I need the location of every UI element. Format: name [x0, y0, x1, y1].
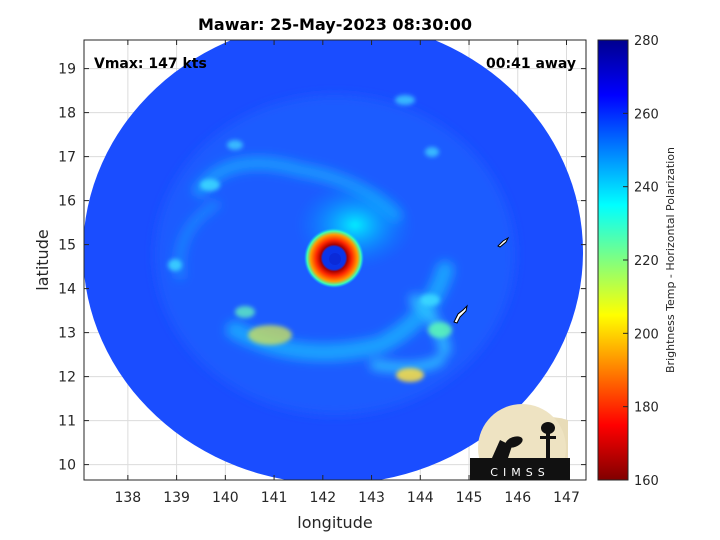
island-rota: [497, 236, 510, 248]
eye: [329, 253, 341, 265]
time-away-annotation: 00:41 away: [486, 56, 576, 72]
y-tick-label: 12: [58, 370, 76, 386]
colorbar-tick-label: 260: [634, 107, 659, 122]
y-ticks: 10 11 12 13 14 15 16 17 18 19: [58, 62, 586, 474]
x-tick-label: 140: [212, 490, 239, 506]
vmax-annotation: Vmax: 147 kts: [94, 56, 207, 72]
y-tick-label: 13: [58, 326, 76, 342]
x-tick-label: 141: [261, 490, 288, 506]
logo-text: CIMSS: [490, 466, 549, 479]
colorbar-label: Brightness Temp - Horizontal Polarizatio…: [664, 147, 677, 373]
x-tick-label: 139: [163, 490, 190, 506]
colorbar-tick-label: 240: [634, 181, 659, 196]
x-tick-label: 144: [407, 490, 434, 506]
x-tick-label: 147: [553, 490, 580, 506]
colorbar-ticks: 160 180 200 220 240 260 280: [623, 34, 659, 489]
y-tick-label: 16: [58, 194, 76, 210]
y-tick-label: 11: [58, 414, 76, 430]
x-ticks: 138 139 140 141 142 143 144 145 146 147: [114, 40, 580, 506]
y-tick-label: 14: [58, 282, 76, 298]
colorbar-tick-label: 200: [634, 327, 659, 342]
x-tick-label: 146: [504, 490, 531, 506]
axes-frame: [83, 39, 587, 481]
y-tick-label: 18: [58, 106, 76, 122]
x-tick-label: 142: [309, 490, 336, 506]
colorbar-tick-label: 220: [634, 254, 659, 269]
y-tick-label: 15: [58, 238, 76, 254]
y-tick-label: 19: [58, 62, 76, 78]
colorbar-tick-label: 160: [634, 474, 659, 489]
chart-title: Mawar: 25-May-2023 08:30:00: [198, 15, 472, 34]
x-axis-label: longitude: [297, 513, 372, 532]
island-guam: [453, 304, 468, 324]
x-tick-label: 145: [456, 490, 483, 506]
colorbar-tick-label: 280: [634, 34, 659, 49]
colorbar-tick-label: 180: [634, 401, 659, 416]
y-axis-label: latitude: [33, 229, 52, 290]
x-tick-label: 143: [358, 490, 385, 506]
y-tick-label: 10: [58, 458, 76, 474]
microwave-image: [84, 40, 583, 480]
cimss-logo: CIMSS: [470, 404, 570, 480]
x-tick-label: 138: [114, 490, 141, 506]
y-tick-label: 17: [58, 150, 76, 166]
